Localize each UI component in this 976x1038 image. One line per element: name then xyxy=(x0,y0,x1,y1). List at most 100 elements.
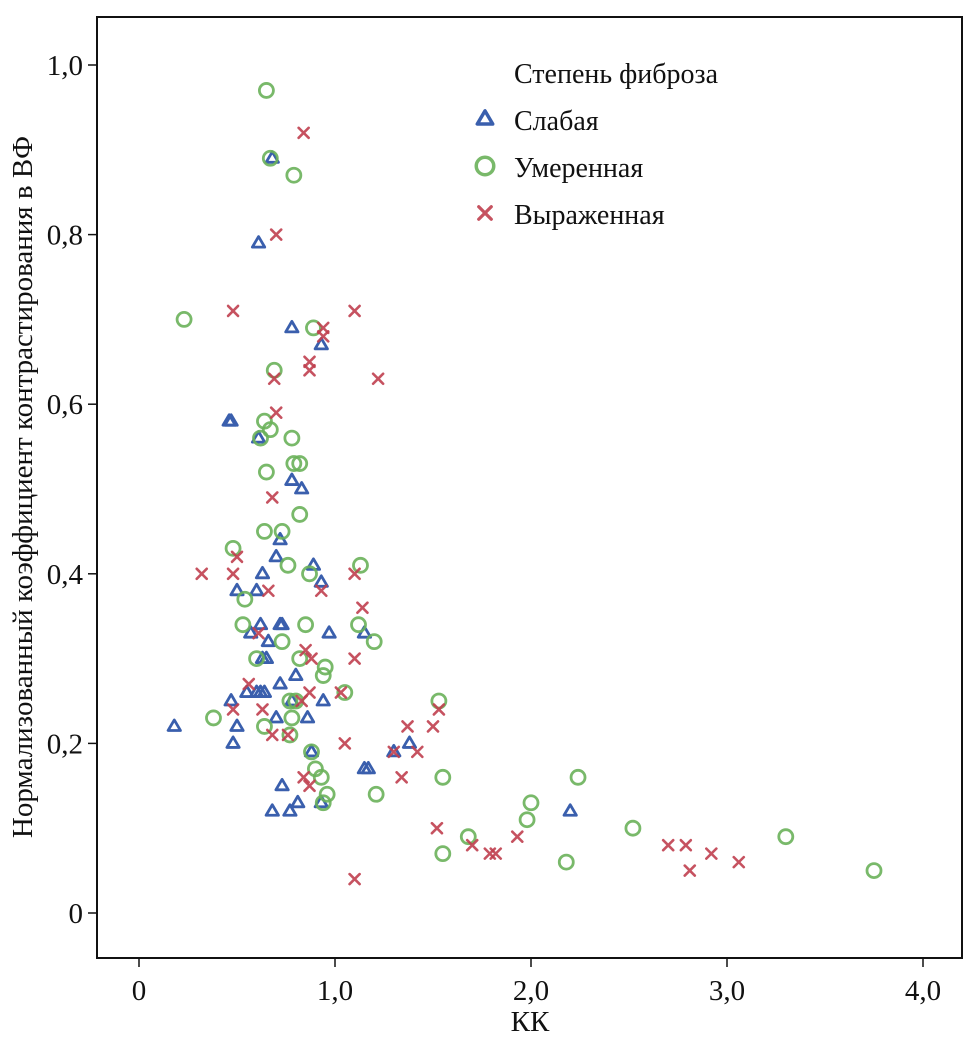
x-axis-title: КК xyxy=(511,1006,550,1038)
plot-frame xyxy=(96,16,963,959)
data-point-circle xyxy=(459,828,477,846)
data-point-circle xyxy=(303,743,320,761)
data-point-x xyxy=(338,737,352,750)
data-point-x xyxy=(195,567,209,581)
data-point-x xyxy=(316,330,330,343)
data-point-triangle xyxy=(562,803,578,817)
x-tick-label: 3,0 xyxy=(709,975,745,1007)
data-point-x xyxy=(371,372,385,386)
data-point-x xyxy=(265,728,279,742)
legend-marker-triangle xyxy=(475,109,495,126)
data-point-x xyxy=(348,872,361,886)
data-point-circle xyxy=(257,463,275,481)
data-point-x xyxy=(262,584,275,598)
data-point-circle xyxy=(305,319,322,337)
data-point-circle xyxy=(318,785,336,803)
data-point-circle xyxy=(236,590,254,608)
data-point-triangle xyxy=(254,565,271,580)
data-point-x xyxy=(348,304,361,318)
data-point-x xyxy=(465,838,479,852)
data-point-triangle xyxy=(290,794,306,809)
series-x xyxy=(195,126,746,886)
data-point-circle xyxy=(291,455,309,472)
data-point-circle xyxy=(234,616,252,634)
data-point-x xyxy=(281,728,295,742)
data-points xyxy=(166,82,883,886)
data-point-x xyxy=(252,626,265,640)
data-point-circle xyxy=(350,616,367,634)
data-point-x xyxy=(683,864,697,877)
data-point-circle xyxy=(285,166,303,184)
data-point-triangle xyxy=(288,667,304,681)
data-point-x xyxy=(705,847,718,860)
data-point-circle xyxy=(175,310,193,328)
data-point-x xyxy=(489,847,503,860)
data-point-triangle xyxy=(386,743,402,758)
data-point-triangle xyxy=(360,760,376,775)
data-point-circle xyxy=(283,429,301,447)
data-point-triangle xyxy=(225,735,241,749)
legend-marker-x xyxy=(477,205,493,221)
data-point-triangle xyxy=(264,803,280,817)
x-tick-label: 0 xyxy=(132,975,147,1007)
data-point-circle xyxy=(291,506,309,523)
data-point-circle xyxy=(777,828,795,846)
data-point-circle xyxy=(281,726,299,744)
data-point-x xyxy=(299,643,312,657)
data-point-x xyxy=(348,652,361,665)
data-point-x xyxy=(226,304,240,318)
data-point-x xyxy=(314,584,328,598)
data-point-circle xyxy=(283,709,301,727)
data-point-triangle xyxy=(303,743,320,758)
data-point-circle xyxy=(367,785,385,803)
data-point-circle xyxy=(224,539,242,557)
data-point-circle xyxy=(557,853,575,871)
x-tick-label: 4,0 xyxy=(905,975,941,1007)
y-tick-label: 0,4 xyxy=(47,559,84,591)
data-point-triangle xyxy=(229,582,245,597)
data-point-x xyxy=(395,771,408,784)
data-point-x xyxy=(401,720,414,733)
data-point-triangle xyxy=(264,150,280,164)
data-point-x xyxy=(226,567,240,581)
data-point-triangle xyxy=(284,472,300,486)
data-point-x xyxy=(230,550,244,564)
data-point-triangle xyxy=(282,803,298,817)
data-point-triangle xyxy=(221,413,237,427)
y-tick-label: 0,2 xyxy=(47,728,83,760)
data-point-circle xyxy=(624,819,642,837)
legend-label: Выраженная xyxy=(514,200,665,231)
data-point-circle xyxy=(279,556,297,574)
data-point-x xyxy=(242,677,256,691)
data-point-circle xyxy=(297,616,315,634)
data-point-triangle xyxy=(243,625,259,639)
data-point-x xyxy=(267,372,281,386)
data-point-x xyxy=(430,821,444,835)
data-point-triangle xyxy=(268,710,284,724)
data-point-x xyxy=(303,363,316,377)
series-circle xyxy=(175,82,883,879)
data-point-circle xyxy=(285,455,303,472)
y-tick-label: 0,6 xyxy=(47,389,83,421)
data-point-triangle xyxy=(249,582,265,597)
data-point-x xyxy=(297,771,310,784)
y-tick-label: 0 xyxy=(69,898,84,930)
data-point-circle xyxy=(522,794,540,812)
legend: Степень фиброза Слабая Умеренная Выраженна… xyxy=(474,59,719,231)
data-point-x xyxy=(226,703,240,716)
legend-label: Умеренная xyxy=(514,153,643,184)
data-point-triangle xyxy=(321,625,337,639)
data-point-circle xyxy=(205,709,222,727)
data-point-x xyxy=(305,652,318,665)
data-point-circle xyxy=(281,692,299,710)
data-point-triangle xyxy=(223,693,239,707)
data-point-x xyxy=(303,779,316,793)
y-tick-label: 0,8 xyxy=(47,220,83,252)
legend-label: Слабая xyxy=(514,106,599,137)
data-point-circle xyxy=(301,565,318,583)
data-point-x xyxy=(426,720,440,733)
legend-item: Умеренная xyxy=(474,153,643,184)
data-point-triangle xyxy=(272,676,288,690)
data-point-triangle xyxy=(268,548,284,563)
